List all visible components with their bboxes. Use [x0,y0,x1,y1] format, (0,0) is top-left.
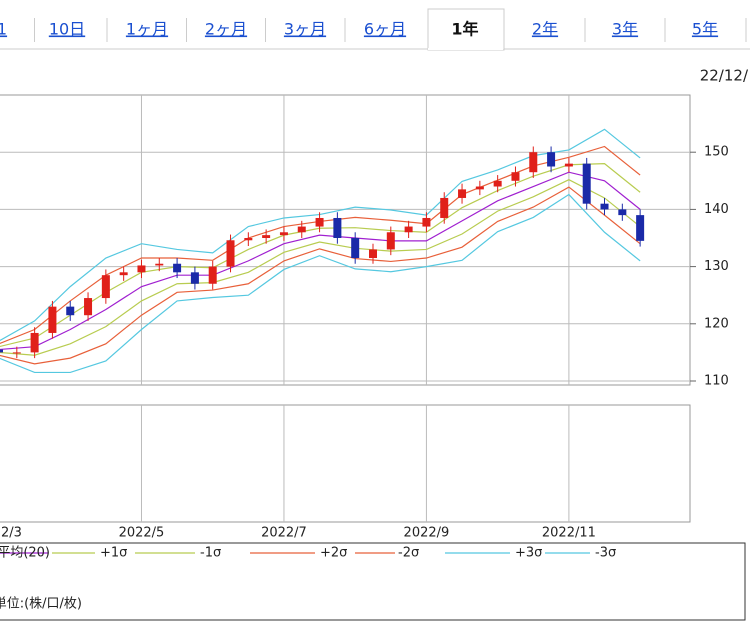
candle-body [244,237,253,241]
candle-body [155,263,164,266]
candle-body [137,265,146,273]
volume-panel [0,404,691,523]
candle-body [208,266,217,284]
candle-body [297,226,306,233]
candle-body [458,189,467,198]
legend-label: -2σ [398,546,419,561]
price-panel [0,94,691,386]
candle-body [422,217,431,227]
candle-body [173,263,182,273]
candle-body [262,235,271,238]
candle-body [0,349,3,353]
candle-body [440,197,449,218]
candle-body [30,332,39,353]
candle-body [475,186,484,190]
candle-body [315,217,324,227]
candle-body [564,163,573,167]
band-line [0,186,641,365]
period-tab[interactable]: 10日 [49,20,85,39]
x-tick-label: 2022/11 [542,526,596,541]
candle-body [66,306,75,316]
x-tick-label: 2022/7 [261,526,307,541]
legend-label: +1σ [100,546,127,561]
period-tab[interactable]: 3ヶ月 [284,20,326,39]
legend-label: +3σ [515,546,542,561]
candle-body [529,152,538,173]
y-tick-label: 130 [704,259,729,274]
candle-body [333,217,342,238]
y-tick-label: 110 [704,373,729,388]
y-tick-label: 150 [704,145,729,160]
candle-body [404,226,413,233]
volume-unit: 単位:(株/口/枚) [0,596,82,612]
candle-body [190,272,199,284]
candle-body [368,249,377,259]
period-tab[interactable]: 2年 [532,20,558,39]
x-tick-label: 2022/5 [119,526,165,541]
period-tab[interactable]: 1ヶ月 [126,20,168,39]
legend-label: +2σ [320,546,347,561]
date-label: 22/12/ [700,67,749,85]
candle-body [48,306,57,333]
candle-body [226,240,235,267]
y-tick-label: 140 [704,202,729,217]
period-tab[interactable]: 6ヶ月 [364,20,406,39]
candle-body [582,163,591,204]
band-line [0,171,641,351]
band-line [0,193,641,374]
period-tab[interactable]: 1年 [451,20,478,39]
candle-body [493,180,502,187]
band-line [0,178,641,356]
candle-body [84,298,93,316]
candle-body [600,203,609,210]
candle-body [12,352,21,354]
candle-body [511,172,520,181]
y-tick-label: 120 [704,316,729,331]
candle-body [279,232,288,236]
candle-body [547,152,556,167]
period-tab[interactable]: 2ヶ月 [205,20,247,39]
legend-label: 移動平均(20) [0,546,50,561]
x-tick-label: 2022/3 [0,526,22,541]
candle-body [119,272,128,276]
candle-body [636,215,645,241]
period-tab[interactable]: 5年 [692,20,718,39]
period-tab[interactable]: 3年 [612,20,638,39]
legend-label: -3σ [595,546,616,561]
legend-box [0,542,746,621]
candle-body [386,232,395,250]
legend-label: -1σ [200,546,221,561]
band-line [0,145,641,345]
period-tab[interactable]: 1 [0,20,7,39]
candle-body [351,237,360,259]
candle-body [101,275,110,299]
candle-body [618,209,627,216]
x-tick-label: 2022/9 [404,526,450,541]
